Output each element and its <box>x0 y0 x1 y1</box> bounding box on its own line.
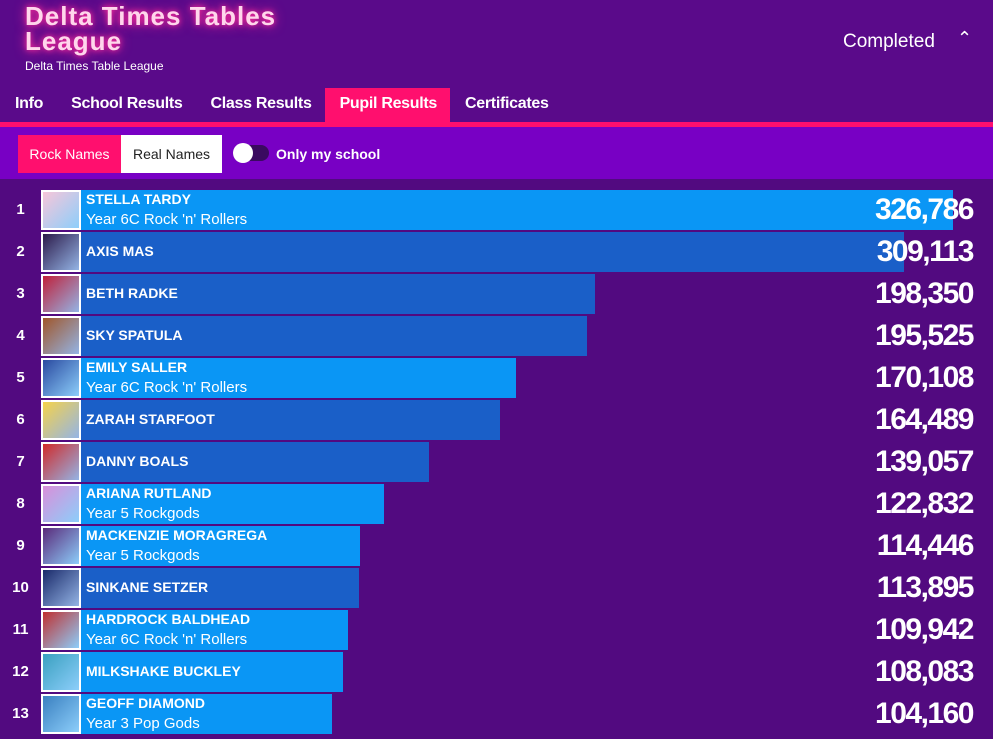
rank: 9 <box>16 537 25 554</box>
avatar <box>41 694 81 734</box>
score-bar <box>41 400 501 440</box>
subtitle: Delta Times Table League <box>25 59 164 73</box>
divider <box>0 122 993 127</box>
name-option[interactable]: Real Names <box>121 135 222 173</box>
toggle-label: Only my school <box>276 146 381 162</box>
score: 104,160 <box>875 697 974 730</box>
score: 170,108 <box>875 361 974 394</box>
class-name: Year 6C Rock 'n' Rollers <box>86 631 248 648</box>
pupil-name: SKY SPATULA <box>86 327 183 343</box>
collapse-icon[interactable]: ⌃ <box>957 28 973 48</box>
score: 122,832 <box>875 487 974 520</box>
class-name: Year 6C Rock 'n' Rollers <box>86 211 248 228</box>
avatar <box>41 484 81 524</box>
avatar <box>41 652 81 692</box>
filter-bar: Only my school Rock Names Real Names <box>0 127 993 179</box>
rank: 12 <box>12 663 29 680</box>
pupil-name: GEOFF DIAMOND <box>86 695 205 711</box>
score-bar <box>41 316 587 356</box>
score-bar <box>41 694 332 734</box>
score-bar <box>41 610 348 650</box>
toggle[interactable] <box>233 143 269 163</box>
tab[interactable]: Class Results <box>210 95 312 112</box>
rank: 10 <box>12 579 29 596</box>
score: 108,083 <box>875 655 974 688</box>
score-bar <box>41 190 953 230</box>
avatar <box>41 400 81 440</box>
status[interactable]: Completed <box>843 31 935 52</box>
pupil-name: ARIANA RUTLAND <box>86 485 212 501</box>
score: 114,446 <box>876 529 975 562</box>
score: 195,525 <box>875 319 974 352</box>
rank: 5 <box>16 369 25 386</box>
score: 113,895 <box>876 571 975 604</box>
avatar <box>41 526 81 566</box>
header <box>0 0 993 122</box>
score-bar <box>41 568 359 608</box>
title: Delta Times Tables League <box>25 1 277 56</box>
rank: 7 <box>16 453 25 470</box>
class-name: Year 5 Rockgods <box>86 547 200 564</box>
rank: 2 <box>16 243 25 260</box>
score-bar <box>41 526 361 566</box>
score-bar <box>41 442 430 482</box>
rank: 11 <box>12 621 29 638</box>
tab-bar: Info School Results Class Results Pupil Res… <box>0 88 562 122</box>
score-bar <box>41 652 343 692</box>
score-bar <box>41 358 516 398</box>
avatar <box>41 190 81 230</box>
rank: 4 <box>16 327 25 344</box>
pupil-name: MILKSHAKE BUCKLEY <box>86 663 241 679</box>
rank: 3 <box>16 285 25 302</box>
pupil-name: ZARAH STARFOOT <box>86 411 215 427</box>
rank: 6 <box>16 411 25 428</box>
pupil-name: EMILY SALLER <box>86 359 188 375</box>
score: 109,942 <box>875 613 974 646</box>
score-bar <box>41 274 595 314</box>
score: 326,786 <box>875 193 974 226</box>
class-name: Year 5 Rockgods <box>86 505 200 522</box>
rank: 1 <box>16 201 25 218</box>
avatar <box>41 232 81 272</box>
rank: 13 <box>12 705 29 722</box>
tab[interactable]: Info <box>15 95 44 112</box>
pupil-name: STELLA TARDY <box>86 191 191 207</box>
tab[interactable]: School Results <box>71 95 183 112</box>
score: 309,113 <box>876 235 975 268</box>
class-name: Year 6C Rock 'n' Rollers <box>86 379 248 396</box>
avatar <box>41 316 81 356</box>
rank: 8 <box>16 495 25 512</box>
class-name: Year 3 Pop Gods <box>86 715 200 732</box>
name-option[interactable]: Rock Names <box>18 135 121 173</box>
avatar <box>41 568 81 608</box>
pupil-name: HARDROCK BALDHEAD <box>86 611 251 627</box>
pupil-name: AXIS MAS <box>86 243 154 259</box>
score-bar <box>41 484 384 524</box>
pupil-name: BETH RADKE <box>86 285 178 301</box>
score-bar <box>41 232 904 272</box>
pupil-name: SINKANE SETZER <box>86 579 209 595</box>
pupil-name: DANNY BOALS <box>86 453 189 469</box>
score: 198,350 <box>875 277 974 310</box>
tab[interactable]: Pupil Results <box>324 88 451 122</box>
pupil-name: MACKENZIE MORAGREGA <box>86 527 268 543</box>
avatar <box>41 274 81 314</box>
avatar <box>41 442 81 482</box>
avatar <box>41 610 81 650</box>
score: 164,489 <box>875 403 974 436</box>
avatar <box>41 358 81 398</box>
toggle-knob <box>233 143 253 163</box>
tab[interactable]: Certificates <box>465 95 549 112</box>
score: 139,057 <box>875 445 974 478</box>
